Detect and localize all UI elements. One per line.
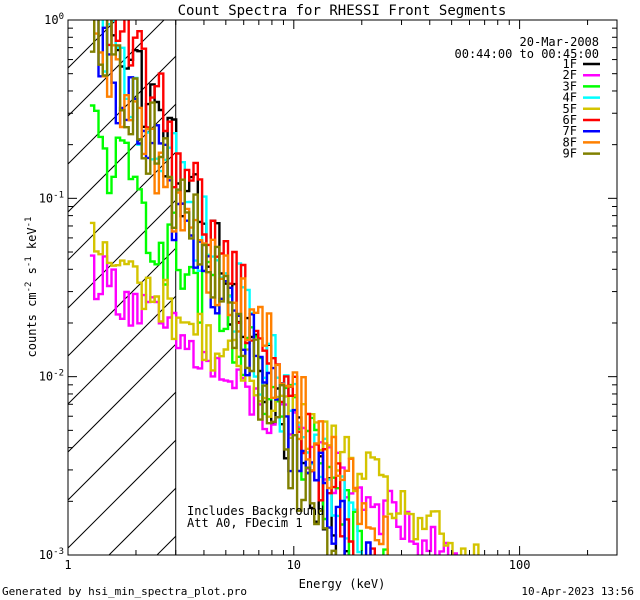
series-line-7f (97, 20, 372, 555)
footer-timestamp: 10-Apr-2023 13:56 (521, 585, 634, 598)
hatch-line (68, 103, 177, 213)
legend-label-8f: 8F (563, 135, 577, 149)
y-axis: 100 10-1 10-2 10-3 (39, 12, 617, 562)
hatch-line (68, 20, 165, 117)
legend-label-3f: 3F (563, 79, 577, 93)
y-axis-label: counts cm-2 s-1 keV-1 (24, 217, 39, 358)
legend-label-1f: 1F (563, 57, 577, 71)
legend-label-7f: 7F (563, 124, 577, 138)
plot-frame (67, 19, 618, 556)
footer-generated-by: Generated by hsi_min_spectra_plot.pro (2, 585, 248, 598)
y-label-mid2: keV (25, 227, 39, 256)
hatch-line (68, 199, 177, 309)
legend-label-5f: 5F (563, 102, 577, 116)
legend-label-9f: 9F (563, 147, 577, 161)
series-line-1f (110, 20, 351, 555)
annotation-attenuator: Att A0, FDecim 1 (187, 516, 303, 530)
time-range-label: 00:44:00 to 00:45:00 (455, 47, 600, 61)
y-tick-label: 10-1 (39, 190, 64, 205)
hatch-line (108, 487, 177, 555)
series-line-6f (105, 20, 376, 555)
hatch-line (68, 247, 177, 357)
x-axis: 1 10 100 (64, 20, 589, 572)
y-tick-label: 100 (44, 12, 64, 27)
hatch-line (68, 391, 177, 501)
x-tick-label: 10 (287, 558, 301, 572)
hatch-line (156, 535, 177, 555)
y-label-mid1: s (25, 267, 39, 281)
y-tick-label: 10-3 (39, 547, 64, 562)
annotation-background: Includes Background (187, 504, 324, 518)
y-label-exp2: -1 (24, 256, 34, 267)
hatch-line (68, 343, 177, 453)
y-label-exp3: -1 (24, 217, 34, 228)
x-tick-label: 1 (64, 558, 71, 572)
hatch-line (68, 439, 177, 549)
y-tick-label: 10-2 (39, 369, 64, 384)
series-line-5f (89, 221, 493, 555)
legend-label-4f: 4F (563, 91, 577, 105)
legend-label-6f: 6F (563, 113, 577, 127)
x-axis-label: Energy (keV) (299, 577, 386, 591)
legend-label-2f: 2F (563, 68, 577, 82)
excluded-energy-region (68, 20, 177, 555)
series-layer (89, 20, 493, 555)
chart-title: Count Spectra for RHESSI Front Segments (178, 3, 507, 19)
y-label-base: counts cm (25, 292, 39, 357)
series-line-9f (89, 20, 338, 555)
y-label-exp1: -2 (24, 282, 34, 293)
date-label: 20-Mar-2008 (520, 35, 599, 49)
x-tick-label: 100 (509, 558, 531, 572)
